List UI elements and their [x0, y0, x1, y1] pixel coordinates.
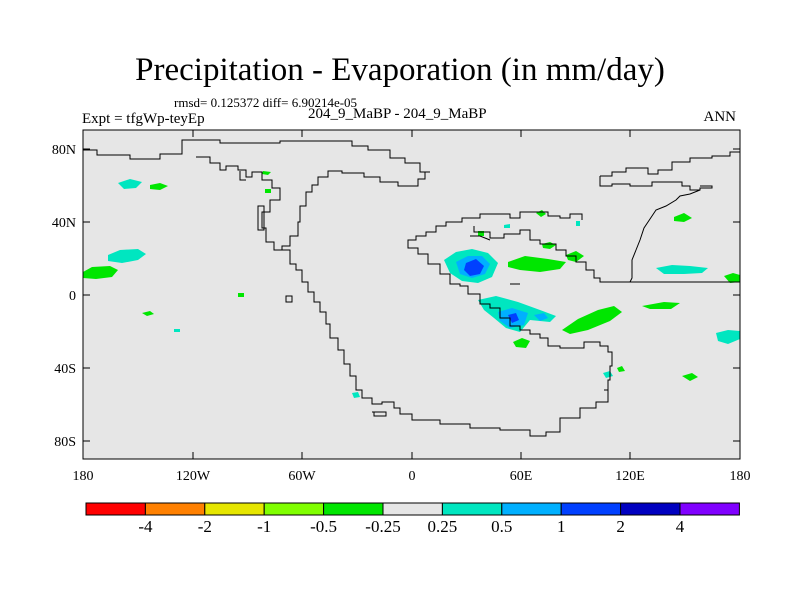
experiment-label: Expt = tfgWp-teyEp — [82, 111, 205, 127]
colorbar-label: -0.5 — [310, 517, 337, 536]
negative-anomaly-patches — [83, 171, 740, 381]
axis-ticks — [82, 130, 741, 459]
colorbar-label: -4 — [138, 517, 153, 536]
case-label: 204_9_MaBP - 204_9_MaBP — [308, 106, 487, 122]
colorbar-swatch — [501, 502, 562, 516]
y-tick-label: 80N — [52, 143, 76, 158]
colorbar-label: 4 — [676, 517, 685, 536]
x-tick-label: 180 — [730, 469, 751, 484]
colorbar-swatch — [263, 502, 325, 516]
stats-text: rmsd= 0.125372 diff= 6.90214e-05 — [174, 95, 358, 110]
colorbar-swatch — [620, 502, 681, 516]
colorbar-swatch — [85, 502, 146, 516]
colorbar-label: 1 — [557, 517, 566, 536]
x-tick-label: 60E — [510, 469, 533, 484]
colorbar-label: -1 — [257, 517, 271, 536]
colorbar-swatch — [441, 502, 503, 516]
season-label: ANN — [703, 109, 737, 125]
colorbar-swatch — [144, 502, 206, 516]
colorbar — [85, 502, 740, 516]
y-tick-label: 40N — [52, 216, 76, 231]
y-tick-label: 0 — [69, 289, 76, 304]
coastlines — [83, 139, 740, 437]
map-background — [83, 130, 740, 459]
x-tick-label: 120W — [176, 469, 211, 484]
colorbar-labels: -4 -2 -1 -0.5 -0.25 0.25 0.5 1 2 4 — [138, 517, 684, 536]
colorbar-label: 0.25 — [428, 517, 458, 536]
colorbar-swatch — [323, 502, 384, 516]
colorbar-swatch — [560, 502, 622, 516]
colorbar-swatch — [679, 502, 740, 516]
colorbar-label: -0.25 — [365, 517, 400, 536]
y-tick-label: 40S — [54, 362, 76, 377]
plot-title: Precipitation - Evaporation (in mm/day) — [135, 52, 665, 88]
colorbar-label: -2 — [198, 517, 212, 536]
x-tick-label: 180 — [73, 469, 94, 484]
y-tick-label: 80S — [54, 435, 76, 450]
x-tick-label: 120E — [615, 469, 645, 484]
colorbar-label: 0.5 — [491, 517, 512, 536]
strong-positive-patches — [464, 259, 519, 323]
x-tick-label: 60W — [288, 469, 316, 484]
colorbar-swatch — [382, 502, 443, 516]
x-tick-label: 0 — [409, 469, 416, 484]
colorbar-label: 2 — [616, 517, 625, 536]
colorbar-swatch — [204, 502, 265, 516]
